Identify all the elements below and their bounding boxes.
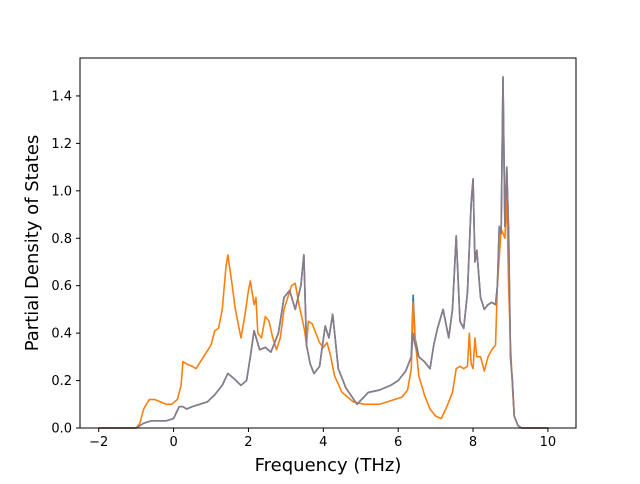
x-axis-ticks: −2 0 2 4 6 8 10 [89, 428, 556, 450]
y-tick-label: 1.4 [51, 89, 72, 104]
x-tick-label: 6 [394, 435, 402, 450]
y-tick-label: 1.0 [51, 184, 72, 199]
series-line-2 [98, 194, 548, 429]
x-axis-label: Frequency (THz) [255, 455, 402, 476]
x-tick-label: 8 [469, 435, 477, 450]
x-tick-label: −2 [89, 435, 108, 450]
y-tick-label: 1.2 [51, 137, 72, 152]
x-tick-label: 4 [319, 435, 327, 450]
plot-area-frame [79, 57, 577, 429]
y-tick-label: 0.2 [51, 374, 72, 389]
y-axis-ticks: 0.0 0.2 0.4 0.6 0.8 1.0 1.2 1.4 [51, 89, 80, 437]
series-line-3 [98, 76, 548, 429]
y-tick-label: 0.8 [51, 232, 72, 247]
y-tick-label: 0.0 [51, 422, 72, 437]
x-tick-label: 10 [540, 435, 557, 450]
y-tick-label: 0.4 [51, 327, 72, 342]
x-tick-label: 2 [244, 435, 252, 450]
y-axis-label: Partial Density of States [22, 135, 43, 352]
x-tick-label: 0 [169, 435, 177, 450]
y-tick-label: 0.6 [51, 279, 72, 294]
series-layer [98, 76, 548, 429]
